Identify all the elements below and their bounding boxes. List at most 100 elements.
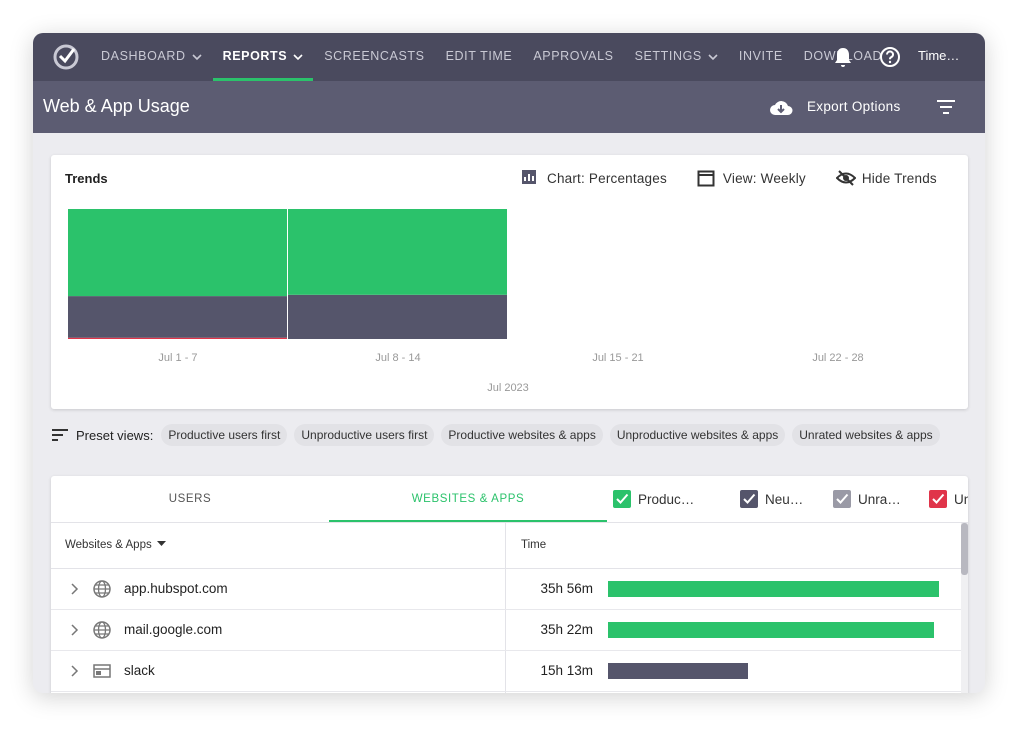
legend-label: Unprodu… [954, 491, 968, 507]
nav-item[interactable]: INVITE [738, 33, 784, 81]
x-tick-label: Jul 8 - 14 [375, 352, 420, 364]
preset-views: Preset views: Productive users first Unpr… [51, 423, 940, 447]
nav-item[interactable]: SETTINGS [634, 33, 719, 81]
checkbox [833, 490, 851, 508]
preset-icon [52, 429, 68, 441]
control-label: Hide Trends [861, 170, 937, 186]
legend-filter[interactable]: Unra… [833, 490, 901, 508]
legend-label: Produc… [638, 491, 695, 507]
expand-icon[interactable] [70, 665, 80, 677]
expand-chevron [71, 624, 79, 636]
chevron [708, 54, 718, 60]
preset-chip[interactable]: Unrated websites & apps [792, 424, 940, 446]
expand-icon[interactable] [70, 583, 80, 595]
bar-segment [68, 209, 287, 297]
legend-filter[interactable]: Neu… [740, 490, 803, 508]
checkmark [616, 493, 629, 504]
x-tick-label: Jul 1 - 7 [158, 352, 197, 364]
export-button[interactable]: Export Options [807, 99, 901, 114]
nav-item[interactable]: EDIT TIME [445, 33, 514, 81]
x-axis-label: Jul 2023 [487, 382, 529, 394]
checkmark [836, 493, 849, 504]
bar-segment [68, 296, 287, 338]
legend-filter[interactable]: Unprodu… [929, 490, 968, 508]
column-header[interactable]: Websites & Apps [65, 539, 168, 551]
time-bar [608, 663, 749, 679]
checkbox-box [929, 490, 947, 508]
checkbox-box [613, 490, 631, 508]
trend-control[interactable]: View: Weekly [697, 169, 806, 187]
chevron-path [293, 54, 303, 60]
chevron-path [708, 54, 718, 60]
tab[interactable]: USERS [168, 493, 212, 505]
site-icon [93, 580, 111, 598]
page-header: Web & App Usage Export Options [33, 81, 985, 133]
control-label: View: Weekly [722, 170, 806, 186]
nav-label: APPROVALS [533, 49, 614, 63]
legend-filter[interactable]: Produc… [613, 490, 694, 508]
row-divider [51, 650, 961, 651]
page-title: Web & App Usage [43, 96, 190, 116]
checkbox [740, 490, 758, 508]
trend-control[interactable]: Hide Trends [835, 169, 937, 187]
nav-item[interactable]: APPROVALS [532, 33, 614, 81]
control-icon [835, 170, 856, 186]
bell-icon[interactable] [833, 45, 853, 69]
checkbox [929, 490, 947, 508]
app-window: DASHBOARD REPORTS SCREENCASTS EDIT TIME APPR… [33, 33, 985, 693]
site-name: app.hubspot.com [124, 581, 228, 596]
time-value: 15h 13m [540, 663, 593, 678]
trend-controls: Chart: Percentages View: Weekly Hide Trend… [521, 169, 937, 187]
control-icon [522, 170, 536, 184]
preset-chip[interactable]: Productive websites & apps [441, 424, 603, 446]
site-name: slack [124, 663, 155, 678]
preset-chip[interactable]: Unproductive websites & apps [609, 424, 786, 446]
legend-label: Unra… [858, 491, 901, 507]
scrollbar[interactable] [961, 523, 968, 575]
time-value: 35h 22m [540, 622, 593, 637]
nav-item[interactable]: SCREENCASTS [323, 33, 425, 81]
expand-chevron [71, 583, 79, 595]
preset-chip[interactable]: Productive users first [161, 424, 288, 446]
account-menu[interactable]: Time… [918, 48, 960, 63]
preset-chip[interactable]: Unproductive users first [294, 424, 435, 446]
preset-label: Preset views: [76, 427, 154, 443]
column-header: Time [521, 539, 547, 551]
site-icon [93, 664, 111, 678]
chevron-path [192, 54, 202, 60]
trends-chart: Jul 1 - 7 Jul 8 - 14 Jul 15 - 21 Jul 22 - 2… [68, 209, 864, 394]
bar-segment [68, 337, 287, 339]
nav-label: INVITE [738, 49, 783, 63]
nav-label: SETTINGS [634, 49, 702, 63]
time-bar [608, 581, 939, 597]
row-divider [51, 691, 961, 692]
control-icon [697, 170, 715, 187]
row-divider [51, 609, 961, 610]
checkbox-box [740, 490, 758, 508]
nav-items: DASHBOARD REPORTS SCREENCASTS EDIT TIME APPR… [100, 33, 883, 81]
bar-segment [288, 294, 507, 339]
column-label: Websites & Apps [65, 539, 152, 551]
legend-label: Neu… [765, 491, 804, 507]
nav-item[interactable]: DASHBOARD [100, 33, 203, 81]
checkbox-box [833, 490, 851, 508]
trends-card: Trends Chart: Percentages View: Weekly Hid… [51, 155, 968, 409]
nav-item[interactable]: REPORTS [212, 33, 313, 81]
nav-label: DASHBOARD [101, 49, 186, 63]
expand-icon[interactable] [70, 624, 80, 636]
logo [53, 44, 79, 70]
control-label: Chart: Percentages [547, 170, 667, 186]
trends-title: Trends [65, 171, 108, 186]
site-name: mail.google.com [124, 622, 223, 637]
time-bar [608, 622, 934, 638]
filter-icon[interactable] [936, 99, 956, 115]
tab[interactable]: WEBSITES & APPS [329, 476, 607, 522]
help-icon[interactable] [879, 46, 901, 68]
cloud-icon [770, 101, 793, 115]
trend-control[interactable]: Chart: Percentages [521, 169, 667, 187]
bar-segment [288, 209, 507, 295]
usage-table-card: USERS WEBSITES & APPS Produc… Neu… Unra… Unpr… [51, 476, 968, 693]
sort-arrow [156, 541, 166, 546]
nav-bar: DASHBOARD REPORTS SCREENCASTS EDIT TIME APPR… [33, 33, 985, 81]
